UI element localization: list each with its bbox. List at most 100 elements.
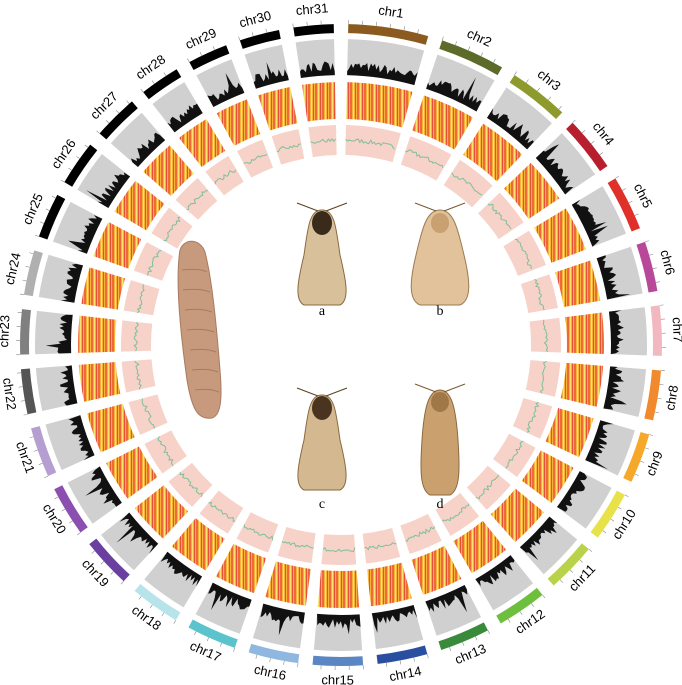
tick <box>657 397 662 400</box>
tick <box>54 496 59 500</box>
chromosome-band <box>248 643 300 664</box>
gc-line <box>405 526 435 542</box>
density-track <box>556 471 612 529</box>
tick <box>531 603 535 607</box>
gc-line <box>322 547 356 553</box>
tick <box>449 647 452 652</box>
chromosome-band <box>31 426 57 477</box>
gc-line <box>451 172 483 196</box>
chromosome-label: chr13 <box>452 641 488 667</box>
density-profile <box>68 415 95 461</box>
heatmap-track <box>346 82 413 128</box>
tick <box>628 200 633 204</box>
density-track <box>486 87 552 150</box>
chromosome-label: chr25 <box>19 191 46 227</box>
gc-line <box>243 524 273 541</box>
heatmap-track <box>93 221 142 269</box>
gc-line <box>243 154 268 165</box>
tick <box>187 58 190 63</box>
chromosome-band <box>293 24 334 37</box>
gc-track <box>400 513 442 554</box>
heatmap-track <box>560 362 604 407</box>
tick <box>19 293 25 296</box>
chromosome-label: chr21 <box>13 439 38 475</box>
density-profile <box>260 603 305 636</box>
tick <box>76 156 80 159</box>
tick <box>115 110 120 114</box>
gc-line <box>505 440 524 469</box>
heatmap-track <box>534 208 586 263</box>
tick <box>569 569 574 573</box>
tick <box>269 658 271 663</box>
gc-line <box>534 278 545 311</box>
density-profile <box>608 310 624 355</box>
tick <box>22 279 27 282</box>
gc-line <box>208 501 236 522</box>
density-profile <box>60 263 84 303</box>
tick <box>385 662 388 667</box>
gc-line <box>526 401 540 433</box>
gc-track <box>121 320 153 352</box>
tick <box>588 548 593 552</box>
density-track <box>144 551 203 608</box>
tick <box>599 152 604 156</box>
tick <box>480 52 484 57</box>
tick <box>91 550 95 554</box>
tick <box>100 561 105 565</box>
density-profile <box>45 314 73 354</box>
tick <box>233 647 236 652</box>
tick <box>468 46 471 51</box>
heatmap-track <box>171 518 225 571</box>
tick <box>417 29 419 34</box>
gc-line <box>487 203 512 230</box>
tick <box>427 654 429 659</box>
chromosome-band <box>623 431 650 482</box>
density-profile <box>208 582 252 610</box>
tick <box>652 267 657 270</box>
heatmap-track <box>78 315 117 353</box>
density-profile <box>535 144 574 195</box>
chromosome-label: chr1 <box>377 2 404 21</box>
heatmap-track <box>301 82 336 122</box>
tick <box>537 87 541 92</box>
tick <box>44 475 49 479</box>
gc-line <box>134 360 142 390</box>
panel-label: a <box>319 304 326 319</box>
chromosome-label: chr31 <box>295 0 329 18</box>
density-profile <box>426 77 482 112</box>
tick <box>251 32 254 37</box>
tick <box>120 581 124 585</box>
density-track <box>519 516 578 575</box>
gc-track <box>400 136 452 181</box>
heatmap-track <box>87 403 135 453</box>
gc-track <box>277 526 316 564</box>
chromosome-band <box>496 587 543 624</box>
chromosome-band <box>636 241 658 293</box>
heatmap-track <box>114 180 165 231</box>
chromosome-label: chr17 <box>188 638 224 665</box>
chromosome-band <box>20 309 31 355</box>
gc-line <box>276 143 301 153</box>
tick <box>640 460 645 463</box>
gc-line <box>133 322 139 352</box>
tick <box>441 36 444 41</box>
tick <box>45 208 50 211</box>
tick <box>644 240 649 243</box>
density-profile <box>167 103 203 133</box>
gc-track <box>308 125 337 158</box>
chromosome-band <box>38 194 66 240</box>
density-profile <box>603 366 627 410</box>
tick <box>60 179 65 183</box>
chromosome-band <box>348 24 429 45</box>
tick <box>559 579 563 583</box>
gc-line <box>364 542 397 551</box>
chromosome-label: chr23 <box>0 315 12 348</box>
chromosome-band <box>509 74 563 119</box>
chromosome-label: chr6 <box>657 248 678 276</box>
tick <box>84 144 89 148</box>
gc-track <box>205 156 244 196</box>
tick <box>548 96 552 101</box>
density-profile <box>519 516 558 561</box>
chromosome-band <box>89 538 130 582</box>
